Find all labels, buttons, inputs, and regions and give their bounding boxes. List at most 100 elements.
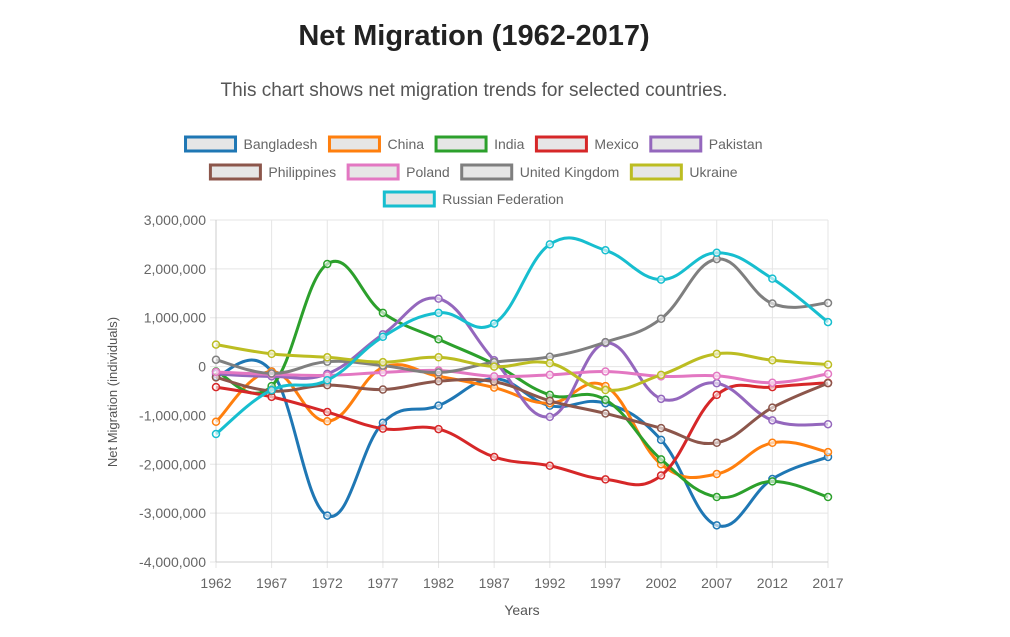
x-tick-label: 1982	[423, 575, 454, 591]
data-point-pakistan[interactable]	[768, 416, 777, 425]
data-point-mexico[interactable]	[489, 452, 499, 462]
data-point-india[interactable]	[768, 477, 777, 486]
data-point-russian-federation[interactable]	[823, 317, 833, 327]
data-point-ukraine[interactable]	[489, 362, 499, 371]
data-point-mexico[interactable]	[712, 390, 721, 400]
legend-item-united-kingdom[interactable]: United Kingdom	[460, 163, 620, 181]
data-point-mexico[interactable]	[656, 471, 666, 480]
data-point-ukraine[interactable]	[823, 360, 833, 369]
data-point-mexico[interactable]	[323, 407, 332, 417]
data-point-mexico[interactable]	[434, 424, 443, 434]
data-point-bangladesh[interactable]	[434, 401, 443, 410]
data-point-poland[interactable]	[378, 368, 388, 377]
data-point-russian-federation[interactable]	[211, 429, 221, 439]
data-point-russian-federation[interactable]	[323, 376, 332, 385]
legend-swatch	[649, 135, 703, 153]
data-point-ukraine[interactable]	[434, 353, 443, 362]
data-point-ukraine[interactable]	[267, 349, 276, 359]
data-point-united-kingdom[interactable]	[267, 369, 276, 378]
data-point-russian-federation[interactable]	[489, 319, 499, 328]
data-point-philippines[interactable]	[768, 403, 777, 412]
legend-item-mexico[interactable]: Mexico	[534, 135, 639, 153]
data-point-india[interactable]	[323, 259, 332, 269]
data-point-philippines[interactable]	[656, 423, 666, 433]
data-point-pakistan[interactable]	[712, 378, 721, 388]
data-point-pakistan[interactable]	[823, 419, 833, 429]
data-point-mexico[interactable]	[211, 382, 221, 392]
legend-swatch	[346, 163, 400, 181]
legend-label: India	[494, 136, 525, 152]
data-point-bangladesh[interactable]	[656, 435, 666, 445]
data-point-ukraine[interactable]	[712, 349, 721, 359]
series-line-poland	[215, 368, 829, 385]
data-point-philippines[interactable]	[545, 396, 555, 406]
data-point-russian-federation[interactable]	[656, 275, 666, 284]
data-point-philippines[interactable]	[823, 378, 833, 388]
data-point-mexico[interactable]	[378, 424, 388, 433]
data-point-philippines[interactable]	[378, 385, 388, 394]
data-point-india[interactable]	[601, 395, 610, 405]
data-point-india[interactable]	[712, 492, 721, 502]
data-point-united-kingdom[interactable]	[601, 337, 610, 347]
series-poland	[211, 366, 833, 387]
data-point-ukraine[interactable]	[211, 340, 221, 349]
data-point-ukraine[interactable]	[656, 370, 666, 380]
legend-item-poland[interactable]: Poland	[346, 163, 450, 181]
legend-item-bangladesh[interactable]: Bangladesh	[184, 135, 318, 153]
data-point-india[interactable]	[656, 455, 666, 464]
data-point-russian-federation[interactable]	[601, 246, 610, 255]
data-point-china[interactable]	[823, 447, 833, 457]
legend-item-russian-federation[interactable]: Russian Federation	[382, 190, 564, 208]
data-point-united-kingdom[interactable]	[768, 299, 777, 308]
data-point-poland[interactable]	[545, 370, 555, 380]
data-point-poland[interactable]	[712, 371, 721, 381]
data-point-bangladesh[interactable]	[323, 511, 332, 520]
data-point-pakistan[interactable]	[545, 412, 555, 422]
data-point-russian-federation[interactable]	[434, 308, 443, 318]
data-point-philippines[interactable]	[434, 376, 443, 386]
data-point-russian-federation[interactable]	[768, 274, 777, 283]
chart-series	[211, 236, 833, 530]
data-point-china[interactable]	[712, 469, 721, 479]
data-point-india[interactable]	[823, 492, 833, 502]
legend-item-philippines[interactable]: Philippines	[208, 163, 336, 181]
data-point-mexico[interactable]	[601, 475, 610, 484]
data-point-russian-federation[interactable]	[545, 240, 555, 249]
data-point-mexico[interactable]	[545, 461, 555, 471]
data-point-ukraine[interactable]	[378, 357, 388, 367]
data-point-poland[interactable]	[489, 372, 499, 381]
data-point-india[interactable]	[434, 334, 443, 344]
data-point-pakistan[interactable]	[434, 294, 443, 303]
data-point-china[interactable]	[768, 438, 777, 448]
data-point-bangladesh[interactable]	[712, 521, 721, 530]
data-point-poland[interactable]	[601, 367, 610, 376]
data-point-china[interactable]	[323, 417, 332, 426]
y-tick-label: 2,000,000	[144, 261, 206, 277]
data-point-united-kingdom[interactable]	[211, 355, 221, 364]
data-point-pakistan[interactable]	[656, 394, 666, 404]
data-point-poland[interactable]	[768, 378, 777, 387]
legend-item-india[interactable]: India	[434, 135, 525, 153]
data-point-russian-federation[interactable]	[712, 248, 721, 257]
data-point-philippines[interactable]	[712, 438, 721, 448]
legend-label: Russian Federation	[442, 191, 563, 207]
data-point-ukraine[interactable]	[768, 355, 777, 365]
y-axis-label: Net Migration (individuals)	[105, 317, 120, 467]
data-point-china[interactable]	[211, 417, 221, 427]
data-point-poland[interactable]	[823, 369, 833, 379]
data-point-russian-federation[interactable]	[378, 332, 388, 342]
legend-item-china[interactable]: China	[327, 135, 424, 153]
data-point-united-kingdom[interactable]	[656, 314, 666, 323]
data-point-ukraine[interactable]	[545, 358, 555, 368]
data-point-ukraine[interactable]	[323, 353, 332, 362]
data-point-philippines[interactable]	[601, 409, 610, 418]
legend-item-ukraine[interactable]: Ukraine	[629, 163, 738, 181]
data-point-poland[interactable]	[211, 367, 221, 377]
data-point-ukraine[interactable]	[601, 385, 610, 395]
x-tick-label: 1977	[367, 575, 398, 591]
data-point-united-kingdom[interactable]	[434, 368, 443, 377]
data-point-india[interactable]	[378, 308, 388, 318]
legend-item-pakistan[interactable]: Pakistan	[649, 135, 763, 153]
data-point-united-kingdom[interactable]	[823, 298, 833, 308]
data-point-russian-federation[interactable]	[267, 385, 276, 395]
